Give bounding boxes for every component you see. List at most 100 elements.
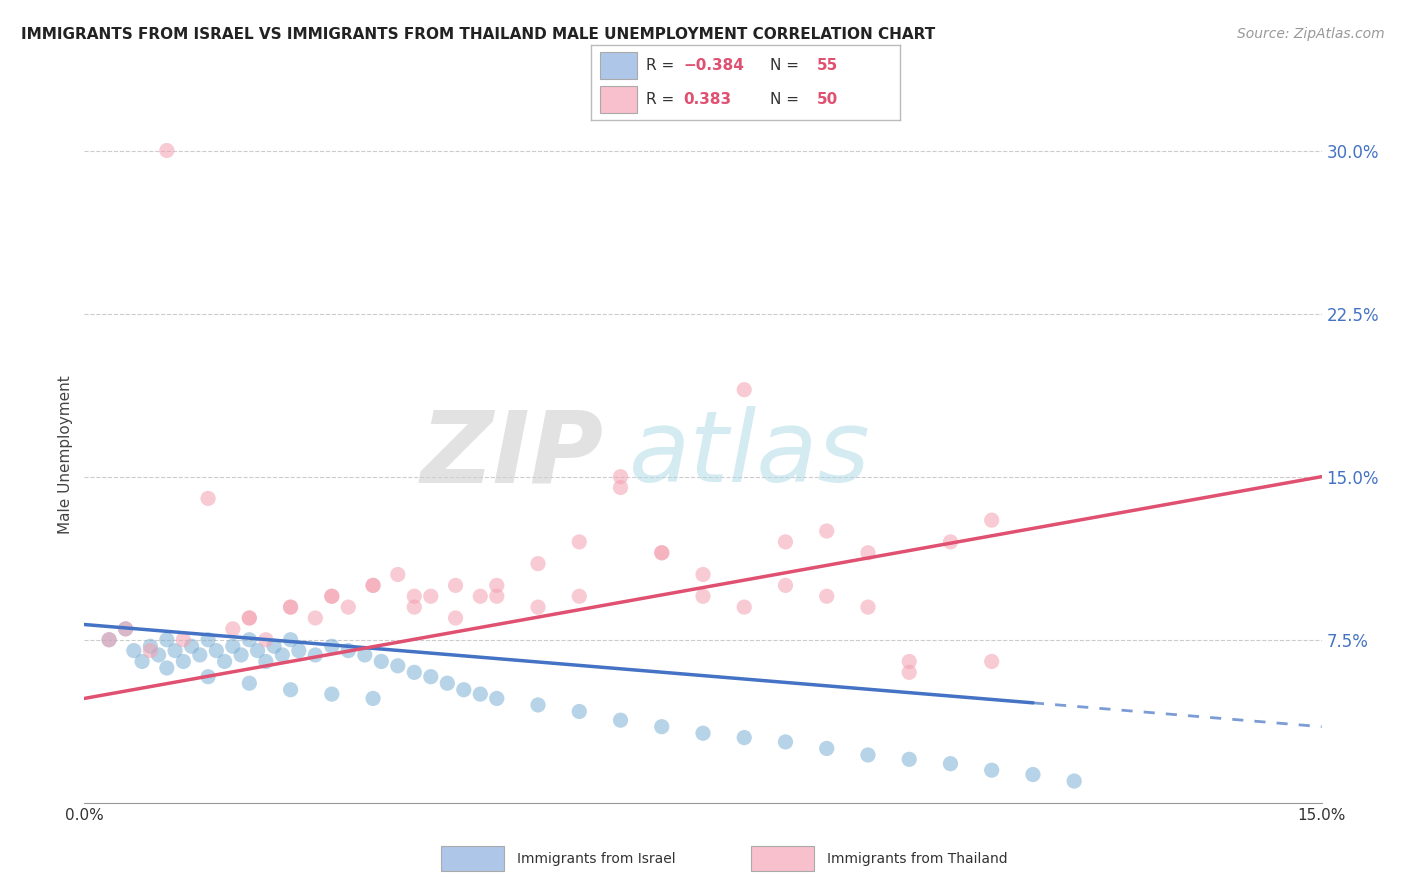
Point xyxy=(122,643,145,657)
Text: Source: ZipAtlas.com: Source: ZipAtlas.com xyxy=(1237,27,1385,41)
Point xyxy=(980,513,1002,527)
Point xyxy=(254,655,277,669)
Point xyxy=(98,632,121,647)
Point xyxy=(180,639,202,653)
Point xyxy=(444,611,467,625)
Point xyxy=(304,611,326,625)
Text: atlas: atlas xyxy=(628,407,870,503)
Point xyxy=(898,752,921,766)
Point xyxy=(222,622,245,636)
Point xyxy=(856,600,879,615)
Point xyxy=(361,578,384,592)
Point xyxy=(856,546,879,560)
Point xyxy=(980,655,1002,669)
Point xyxy=(1022,767,1045,781)
Point xyxy=(444,578,467,592)
Point xyxy=(527,698,550,712)
Point xyxy=(254,632,277,647)
Point xyxy=(387,658,409,673)
Point xyxy=(856,747,879,762)
Text: 55: 55 xyxy=(817,58,838,72)
Point xyxy=(280,682,302,697)
Point xyxy=(485,691,508,706)
Point xyxy=(527,557,550,571)
Point xyxy=(229,648,252,662)
Point xyxy=(131,655,153,669)
Point xyxy=(692,726,714,740)
Point xyxy=(304,648,326,662)
Text: Immigrants from Thailand: Immigrants from Thailand xyxy=(827,852,1007,865)
Point xyxy=(815,524,838,538)
Point xyxy=(609,481,631,495)
Point xyxy=(288,643,311,657)
Point xyxy=(470,687,492,701)
Point xyxy=(775,578,797,592)
Point xyxy=(436,676,458,690)
Point xyxy=(280,600,302,615)
Point xyxy=(321,639,343,653)
Point xyxy=(238,676,260,690)
Bar xyxy=(600,52,637,78)
Point xyxy=(568,535,591,549)
Point xyxy=(98,632,121,647)
Point xyxy=(775,535,797,549)
Text: N =: N = xyxy=(770,92,804,107)
Point xyxy=(692,589,714,603)
Point xyxy=(165,643,187,657)
Text: Immigrants from Israel: Immigrants from Israel xyxy=(517,852,675,865)
Point xyxy=(321,589,343,603)
Point xyxy=(238,611,260,625)
Text: ZIP: ZIP xyxy=(420,407,605,503)
Point xyxy=(361,691,384,706)
Point xyxy=(197,491,219,506)
Point xyxy=(404,589,426,603)
Point xyxy=(156,661,179,675)
Bar xyxy=(441,847,505,871)
Point xyxy=(337,643,360,657)
Point xyxy=(651,546,673,560)
Point xyxy=(238,632,260,647)
Point xyxy=(568,589,591,603)
Point xyxy=(404,600,426,615)
Point xyxy=(485,578,508,592)
Point xyxy=(197,670,219,684)
Point xyxy=(337,600,360,615)
Point xyxy=(453,682,475,697)
Text: IMMIGRANTS FROM ISRAEL VS IMMIGRANTS FROM THAILAND MALE UNEMPLOYMENT CORRELATION: IMMIGRANTS FROM ISRAEL VS IMMIGRANTS FRO… xyxy=(21,27,935,42)
Bar xyxy=(600,87,637,112)
Point xyxy=(139,643,162,657)
Point xyxy=(815,589,838,603)
Point xyxy=(280,632,302,647)
Point xyxy=(651,720,673,734)
Text: 50: 50 xyxy=(817,92,838,107)
Point xyxy=(898,665,921,680)
Point xyxy=(815,741,838,756)
Text: −0.384: −0.384 xyxy=(683,58,744,72)
Point xyxy=(361,578,384,592)
Point xyxy=(172,655,194,669)
Point xyxy=(470,589,492,603)
Point xyxy=(280,600,302,615)
Point xyxy=(568,705,591,719)
Point xyxy=(898,655,921,669)
Text: R =: R = xyxy=(647,58,679,72)
Point xyxy=(188,648,211,662)
Point xyxy=(205,643,228,657)
Point xyxy=(370,655,392,669)
Point xyxy=(321,589,343,603)
Point xyxy=(246,643,269,657)
Point xyxy=(214,655,236,669)
Point xyxy=(114,622,136,636)
Point xyxy=(485,589,508,603)
Point xyxy=(419,589,441,603)
Point xyxy=(238,611,260,625)
Point xyxy=(733,383,755,397)
Point xyxy=(271,648,294,662)
Bar xyxy=(751,847,814,871)
Point xyxy=(609,713,631,727)
Point xyxy=(1063,774,1085,789)
Point xyxy=(387,567,409,582)
Point xyxy=(419,670,441,684)
Point xyxy=(148,648,170,662)
Point xyxy=(651,546,673,560)
